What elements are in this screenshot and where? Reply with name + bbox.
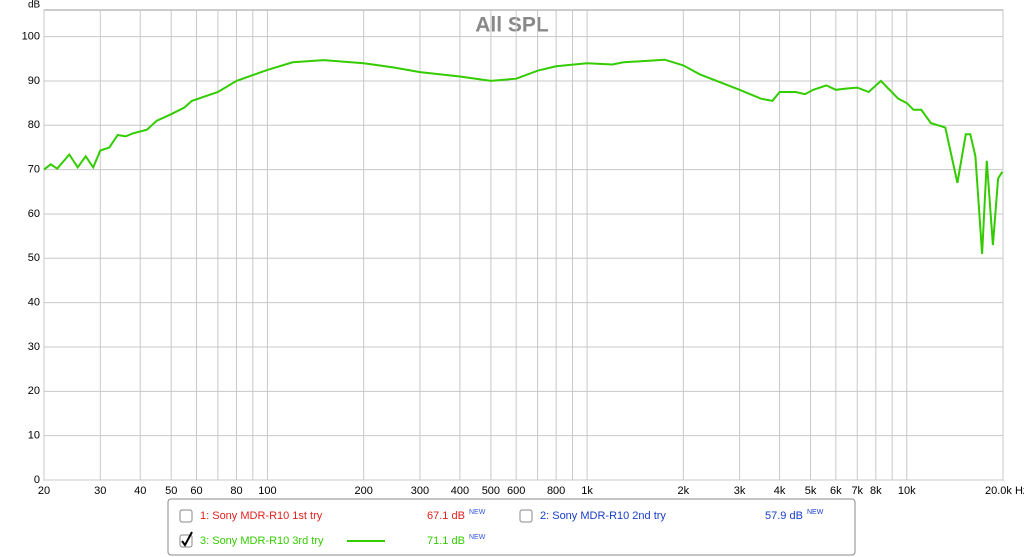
y-tick-label: 70 — [28, 164, 40, 176]
y-tick-label: 50 — [28, 252, 40, 264]
x-tick-label: 10k — [898, 485, 916, 497]
y-tick-label: 40 — [28, 297, 40, 309]
legend-level: 67.1 dB — [427, 510, 465, 522]
legend-tag: NEW — [807, 509, 824, 516]
y-tick-label: 20 — [28, 385, 40, 397]
y-tick-label: 90 — [28, 75, 40, 87]
x-tick-label: 30 — [94, 485, 106, 497]
x-tick-label: 6k — [830, 485, 842, 497]
x-tick-label: 60 — [190, 485, 202, 497]
y-tick-label: 100 — [22, 31, 40, 43]
x-tick-label: 20.0k Hz — [985, 485, 1024, 497]
legend-label: 2: Sony MDR-R10 2nd try — [540, 510, 666, 522]
x-tick-label: 200 — [354, 485, 372, 497]
x-tick-label: 8k — [870, 485, 882, 497]
y-tick-label: 60 — [28, 208, 40, 220]
legend-level: 57.9 dB — [765, 510, 803, 522]
y-axis-label: dB — [28, 0, 41, 11]
y-tick-label: 80 — [28, 119, 40, 131]
x-tick-label: 500 — [482, 485, 500, 497]
x-tick-label: 3k — [734, 485, 746, 497]
x-tick-label: 2k — [678, 485, 690, 497]
checkmark — [181, 531, 193, 547]
legend-tag: NEW — [469, 509, 486, 516]
x-tick-label: 400 — [451, 485, 469, 497]
x-tick-label: 600 — [507, 485, 525, 497]
x-tick-label: 300 — [411, 485, 429, 497]
legend-label: 3: Sony MDR-R10 3rd try — [200, 535, 324, 547]
data-line — [43, 58, 1004, 254]
x-tick-label: 1k — [581, 485, 593, 497]
x-tick-label: 80 — [230, 485, 242, 497]
x-tick-label: 100 — [258, 485, 276, 497]
legend-level: 71.1 dB — [427, 535, 465, 547]
x-tick-label: 800 — [547, 485, 565, 497]
x-tick-label: 20 — [38, 485, 50, 497]
x-tick-label: 4k — [774, 485, 786, 497]
chart-title: All SPL — [475, 14, 549, 37]
legend-tag: NEW — [469, 534, 486, 541]
legend-label: 1: Sony MDR-R10 1st try — [200, 510, 323, 522]
x-tick-label: 5k — [805, 485, 817, 497]
checkbox[interactable] — [179, 509, 193, 523]
legend — [167, 498, 856, 556]
y-tick-label: 30 — [28, 341, 40, 353]
y-tick-label: 0 — [34, 474, 40, 486]
y-tick-label: 10 — [28, 430, 40, 442]
x-tick-label: 40 — [134, 485, 146, 497]
checkbox[interactable] — [519, 509, 533, 523]
x-tick-label: 7k — [851, 485, 863, 497]
x-tick-label: 50 — [165, 485, 177, 497]
